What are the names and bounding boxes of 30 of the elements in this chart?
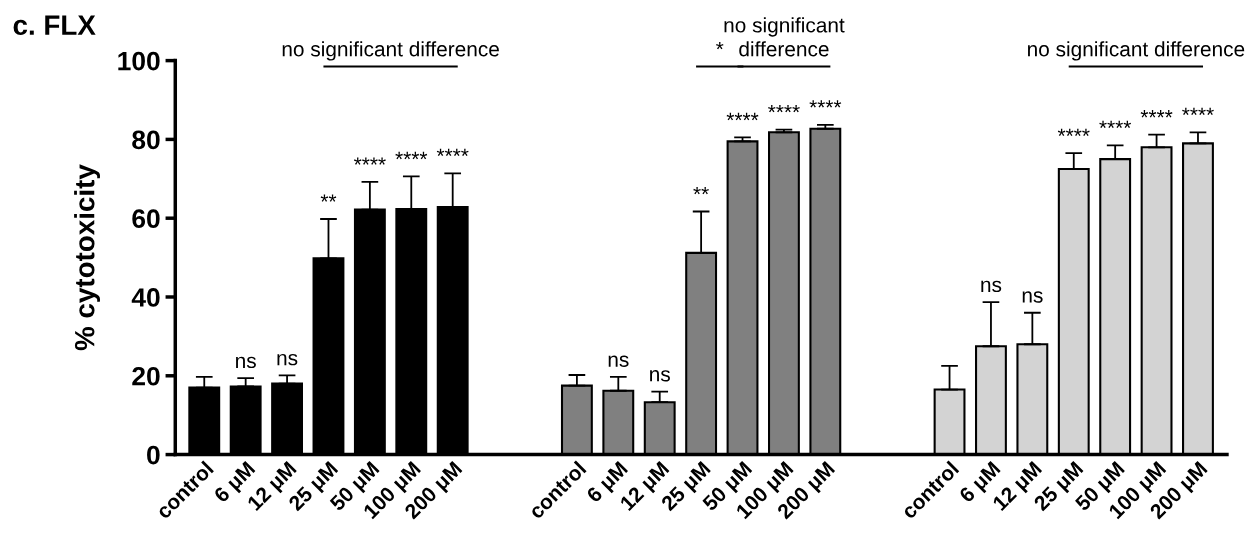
y-tick-label: 40 xyxy=(131,288,160,307)
y-tick-label: 100 xyxy=(118,51,160,71)
text: * xyxy=(716,41,724,50)
y-axis-title: % cytotoxicity xyxy=(74,164,101,351)
y-tick-label: 20 xyxy=(132,366,160,386)
data-label: ns xyxy=(1022,291,1043,303)
annotation: no significant difference xyxy=(1028,41,1245,61)
y-tick-label: 0 xyxy=(147,445,160,465)
data-label: **** xyxy=(436,148,469,157)
chart-title: c. FLX xyxy=(13,15,96,36)
data-label: **** xyxy=(1140,110,1173,118)
data-label: **** xyxy=(354,157,386,165)
data-label: ** xyxy=(693,186,709,195)
data-label: ns xyxy=(277,353,298,366)
data-label: **** xyxy=(1057,128,1090,136)
data-label: **** xyxy=(768,104,800,113)
data-label: **** xyxy=(1182,107,1214,116)
data-label: **** xyxy=(1099,120,1132,129)
data-label: **** xyxy=(395,151,428,160)
data-label: ns xyxy=(981,280,1002,293)
annotation: no significant difference xyxy=(282,41,499,61)
data-label: ns xyxy=(608,355,629,367)
data-label: **** xyxy=(809,100,842,108)
data-label: ** xyxy=(320,194,337,202)
y-tick-label: 60 xyxy=(132,209,160,229)
data-label: **** xyxy=(726,112,759,121)
data-label: ns xyxy=(650,370,670,382)
data-label: ns xyxy=(236,356,256,369)
y-tick-label: 80 xyxy=(132,130,160,150)
text: no significant difference xyxy=(724,17,845,57)
